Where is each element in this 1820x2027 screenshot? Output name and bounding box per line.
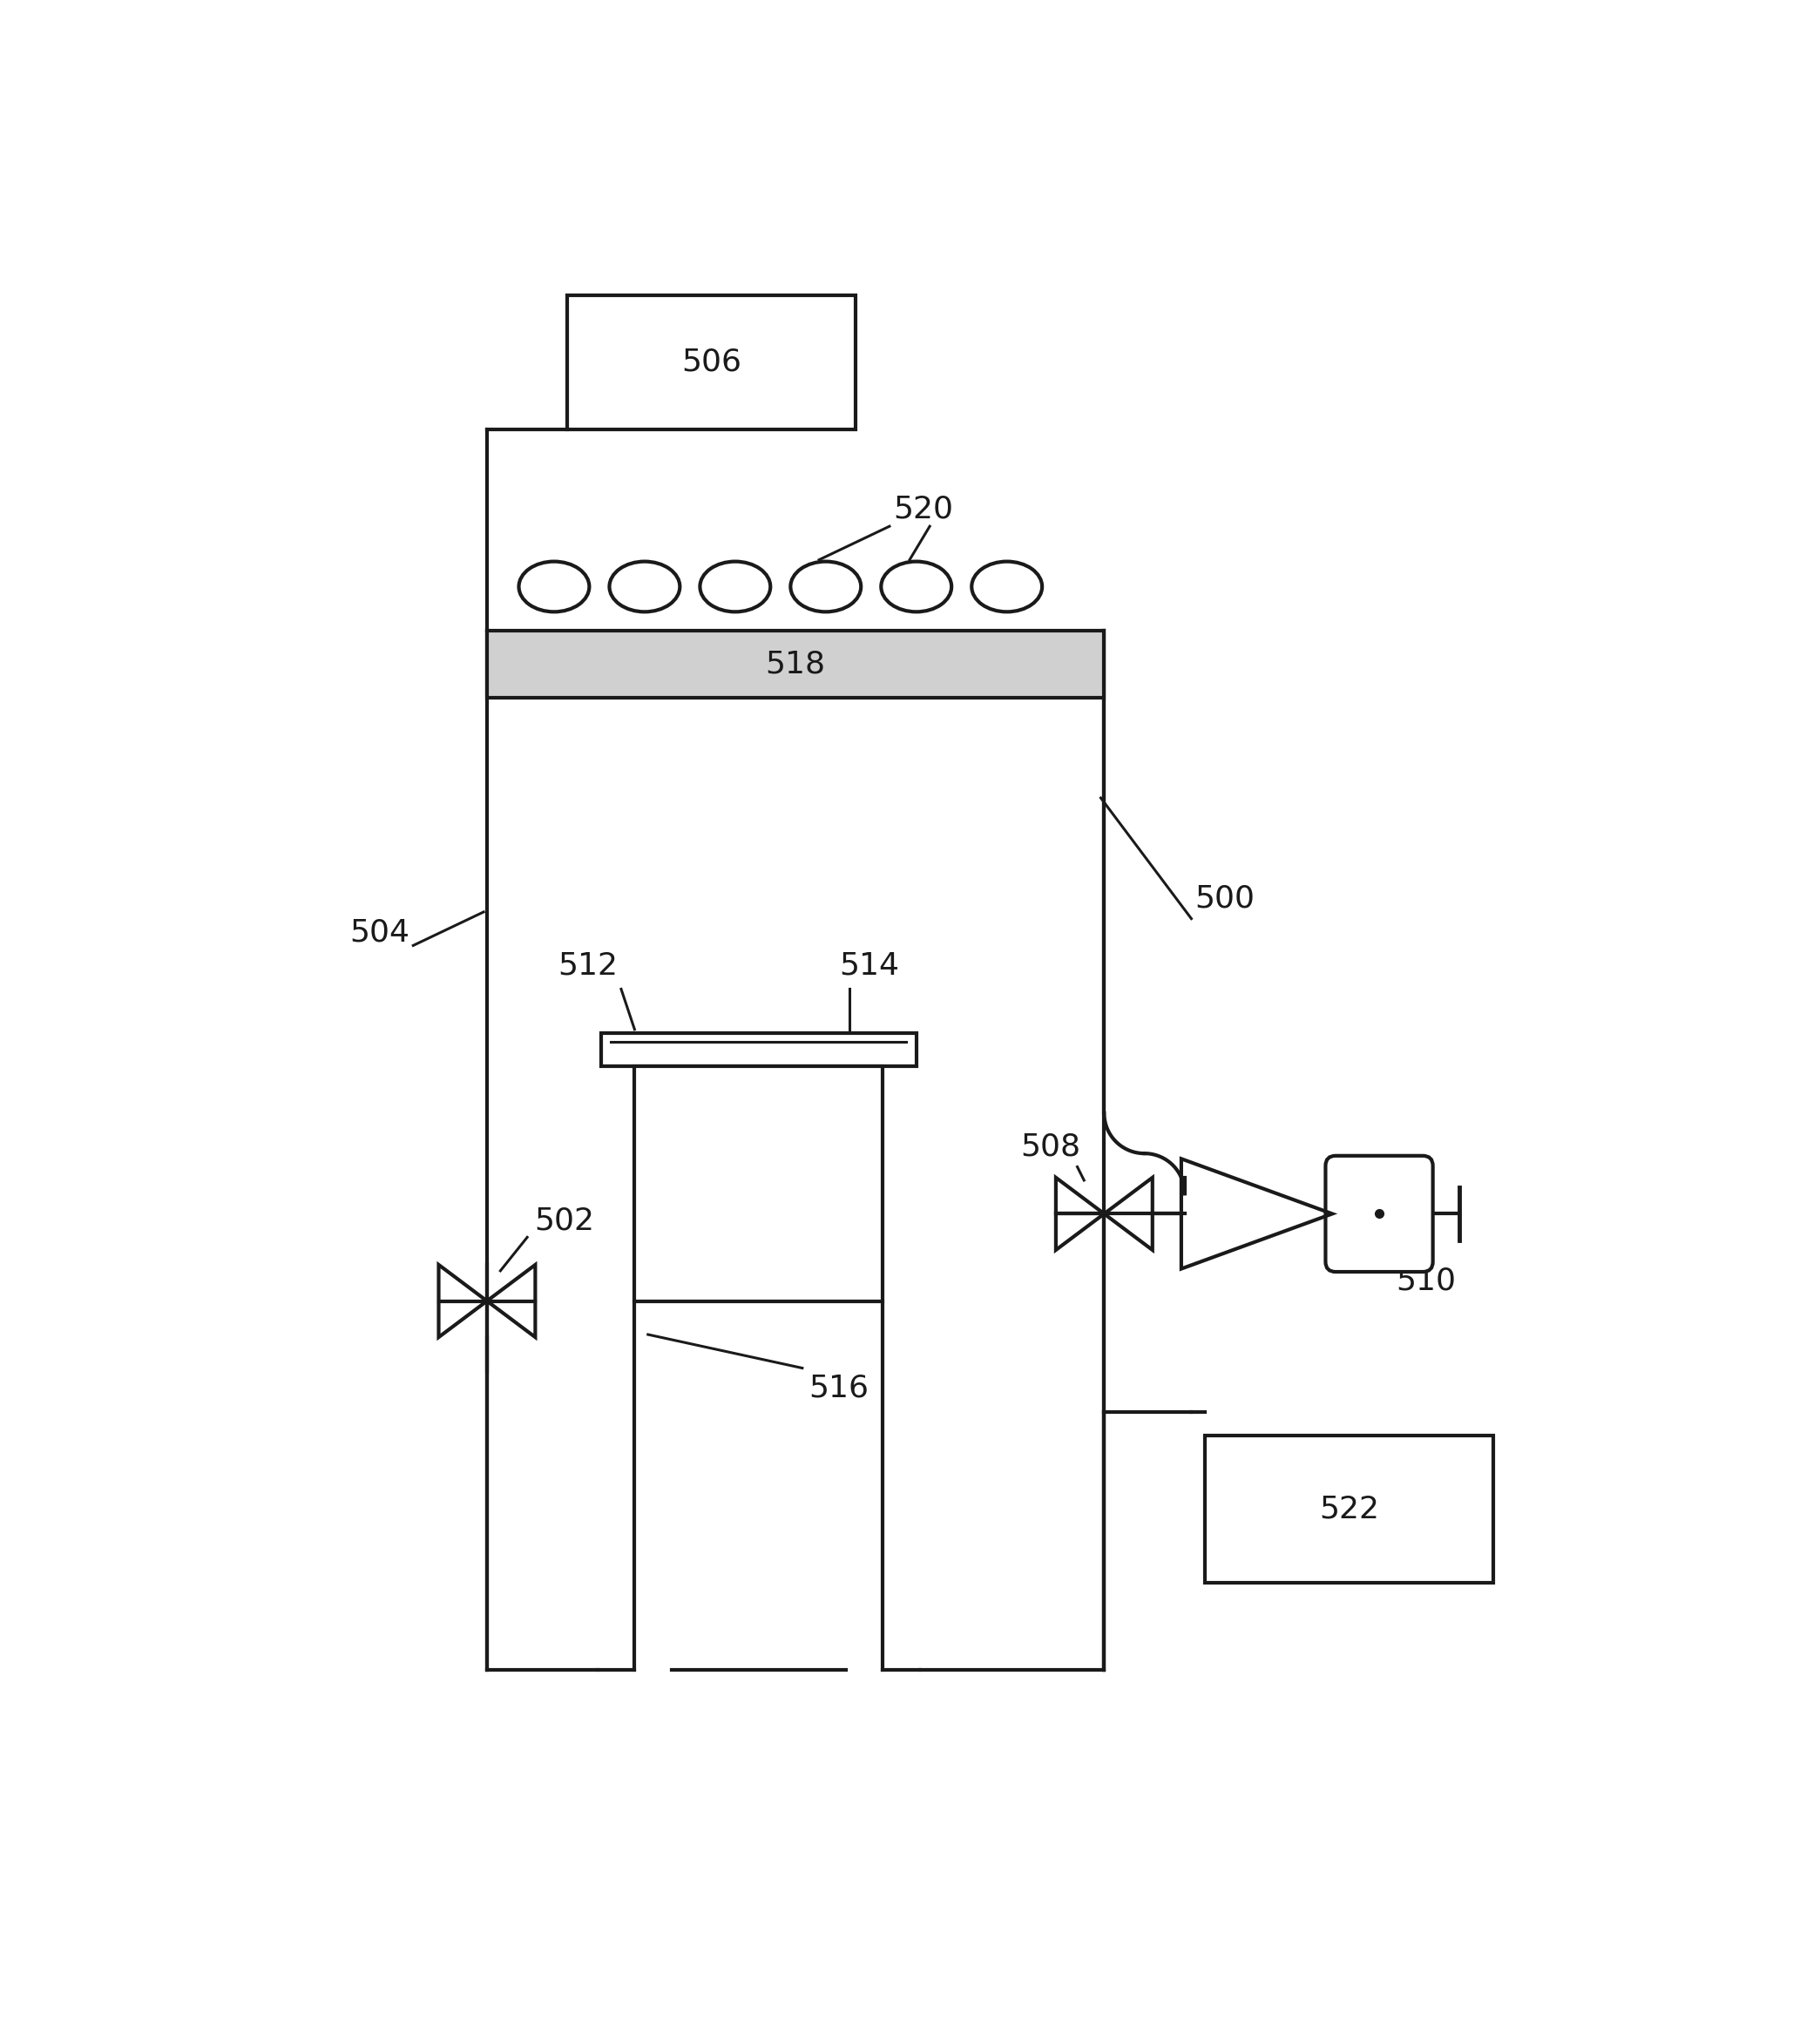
Bar xyxy=(601,1032,915,1066)
Text: 514: 514 xyxy=(839,951,899,981)
Bar xyxy=(568,294,855,430)
Text: 508: 508 xyxy=(1021,1131,1081,1161)
Ellipse shape xyxy=(701,561,770,612)
Bar xyxy=(488,630,1105,697)
Ellipse shape xyxy=(881,561,952,612)
Text: 510: 510 xyxy=(1396,1267,1456,1295)
Text: 506: 506 xyxy=(682,347,743,377)
Bar xyxy=(635,1066,883,1301)
Text: 504: 504 xyxy=(349,918,410,947)
Text: 520: 520 xyxy=(894,495,954,525)
Ellipse shape xyxy=(610,561,681,612)
Ellipse shape xyxy=(790,561,861,612)
FancyBboxPatch shape xyxy=(1325,1155,1432,1271)
Text: 502: 502 xyxy=(533,1206,593,1234)
Text: 516: 516 xyxy=(808,1374,870,1403)
Bar xyxy=(1205,1435,1492,1583)
Ellipse shape xyxy=(519,561,590,612)
Text: 512: 512 xyxy=(557,951,617,981)
Text: 500: 500 xyxy=(1196,884,1256,914)
Text: 518: 518 xyxy=(766,649,826,679)
Ellipse shape xyxy=(972,561,1043,612)
Text: 522: 522 xyxy=(1319,1494,1380,1524)
